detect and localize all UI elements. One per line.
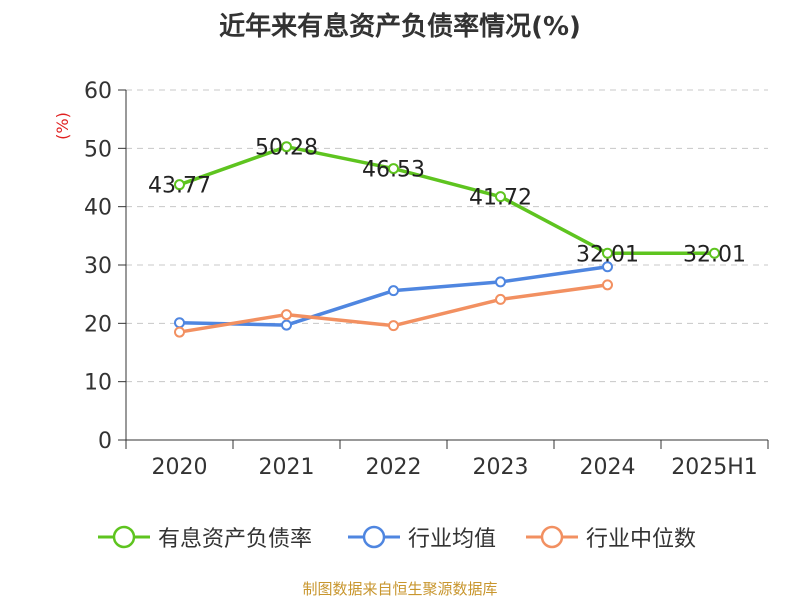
data-label: 50.28 bbox=[255, 136, 318, 161]
data-labels: 43.77 50.28 46.53 41.72 32.01 32.01 bbox=[148, 136, 746, 268]
data-point bbox=[281, 141, 292, 153]
data-point bbox=[602, 247, 613, 259]
axes: 0 10 20 30 40 50 60 2020 2021 2022 2023 2024 2025H1 (… bbox=[53, 79, 769, 480]
data-point bbox=[388, 163, 399, 175]
legend-line-icon bbox=[526, 525, 578, 549]
y-tick-label: 40 bbox=[84, 196, 112, 221]
source-note: 制图数据来自恒生聚源数据库 bbox=[302, 580, 498, 598]
y-tick-label: 60 bbox=[84, 79, 112, 104]
x-tick-label: 2022 bbox=[366, 455, 422, 480]
data-point bbox=[281, 319, 292, 331]
data-point bbox=[602, 261, 613, 273]
data-point bbox=[602, 279, 613, 291]
data-point bbox=[174, 179, 185, 191]
data-point bbox=[709, 247, 720, 259]
data-point bbox=[281, 309, 292, 321]
data-point bbox=[388, 320, 399, 332]
x-tick-label: 2021 bbox=[259, 455, 315, 480]
legend-line-icon bbox=[348, 525, 400, 549]
y-tick-label: 0 bbox=[98, 429, 112, 454]
data-label: 41.72 bbox=[469, 186, 532, 211]
legend-item-0[interactable]: 有息资产负债率 bbox=[96, 518, 312, 556]
y-axis-label: (%) bbox=[53, 112, 72, 140]
data-point bbox=[388, 285, 399, 297]
data-point bbox=[495, 191, 506, 203]
data-label: 46.53 bbox=[362, 158, 425, 183]
series-line-0 bbox=[178, 144, 715, 256]
x-tick-label: 2024 bbox=[580, 455, 636, 480]
y-tick-label: 50 bbox=[84, 137, 112, 162]
data-label: 32.01 bbox=[683, 242, 746, 267]
legend-line-icon bbox=[98, 525, 150, 549]
series-lines bbox=[174, 141, 720, 338]
data-point bbox=[495, 293, 506, 305]
x-tick-label: 2025H1 bbox=[671, 455, 758, 480]
legend: 有息资产负债率 行业均值 行业中位数 bbox=[0, 518, 800, 558]
grid-lines bbox=[126, 89, 768, 383]
legend-label: 行业中位数 bbox=[586, 527, 697, 552]
data-point bbox=[495, 276, 506, 288]
data-label: 32.01 bbox=[576, 242, 639, 267]
data-point bbox=[174, 326, 185, 338]
x-tick-label: 2020 bbox=[152, 455, 208, 480]
y-tick-label: 10 bbox=[84, 371, 112, 396]
legend-label: 有息资产负债率 bbox=[158, 527, 313, 552]
data-label: 43.77 bbox=[148, 174, 211, 199]
legend-label: 行业均值 bbox=[408, 527, 497, 552]
legend-item-2[interactable]: 行业中位数 bbox=[524, 518, 696, 556]
chart-title: 近年来有息资产负债率情况(%) bbox=[219, 12, 581, 42]
legend-item-1[interactable]: 行业均值 bbox=[346, 518, 496, 556]
x-tick-label: 2023 bbox=[473, 455, 529, 480]
data-point bbox=[174, 317, 185, 329]
y-tick-label: 20 bbox=[84, 312, 112, 337]
y-tick-label: 30 bbox=[84, 254, 112, 279]
